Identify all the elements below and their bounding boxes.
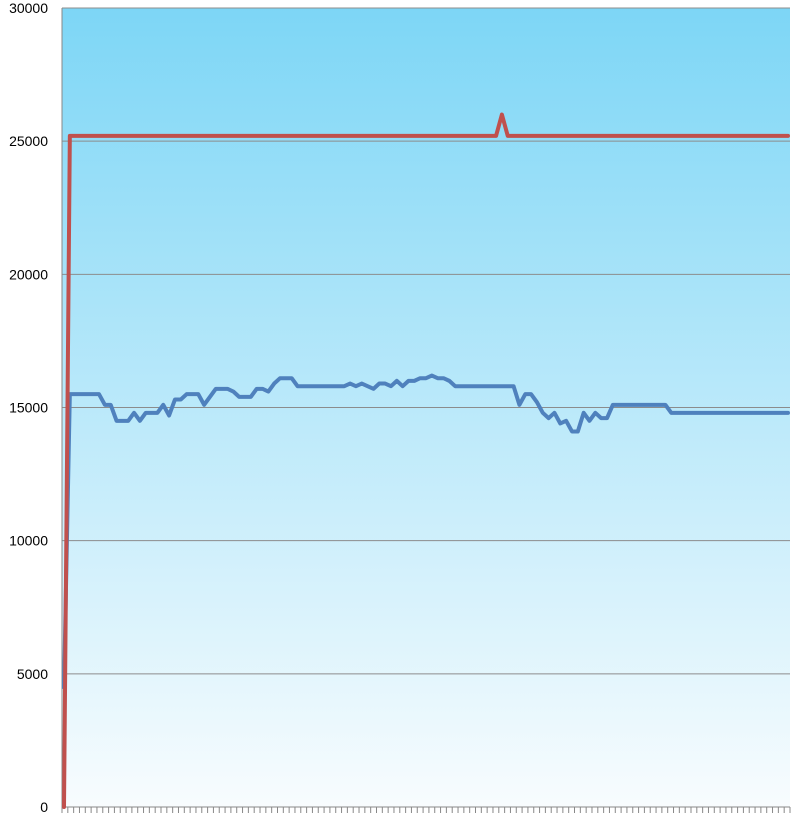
x-axis [61,806,791,813]
y-tick-label: 25000 [9,133,48,149]
series-group [62,112,790,809]
y-tick-label: 20000 [9,266,48,282]
y-tick-label: 5000 [17,666,48,682]
y-tick-label: 15000 [9,400,48,416]
y-tick-label: 10000 [9,533,48,549]
y-tick-label: 0 [40,799,48,814]
series-line-1 [62,373,790,690]
series-line-0 [62,112,790,809]
y-axis: 0 5000 10000 15000 20000 25000 30000 [9,0,63,814]
y-tick-label: 30000 [9,0,48,16]
gridlines [62,7,790,675]
